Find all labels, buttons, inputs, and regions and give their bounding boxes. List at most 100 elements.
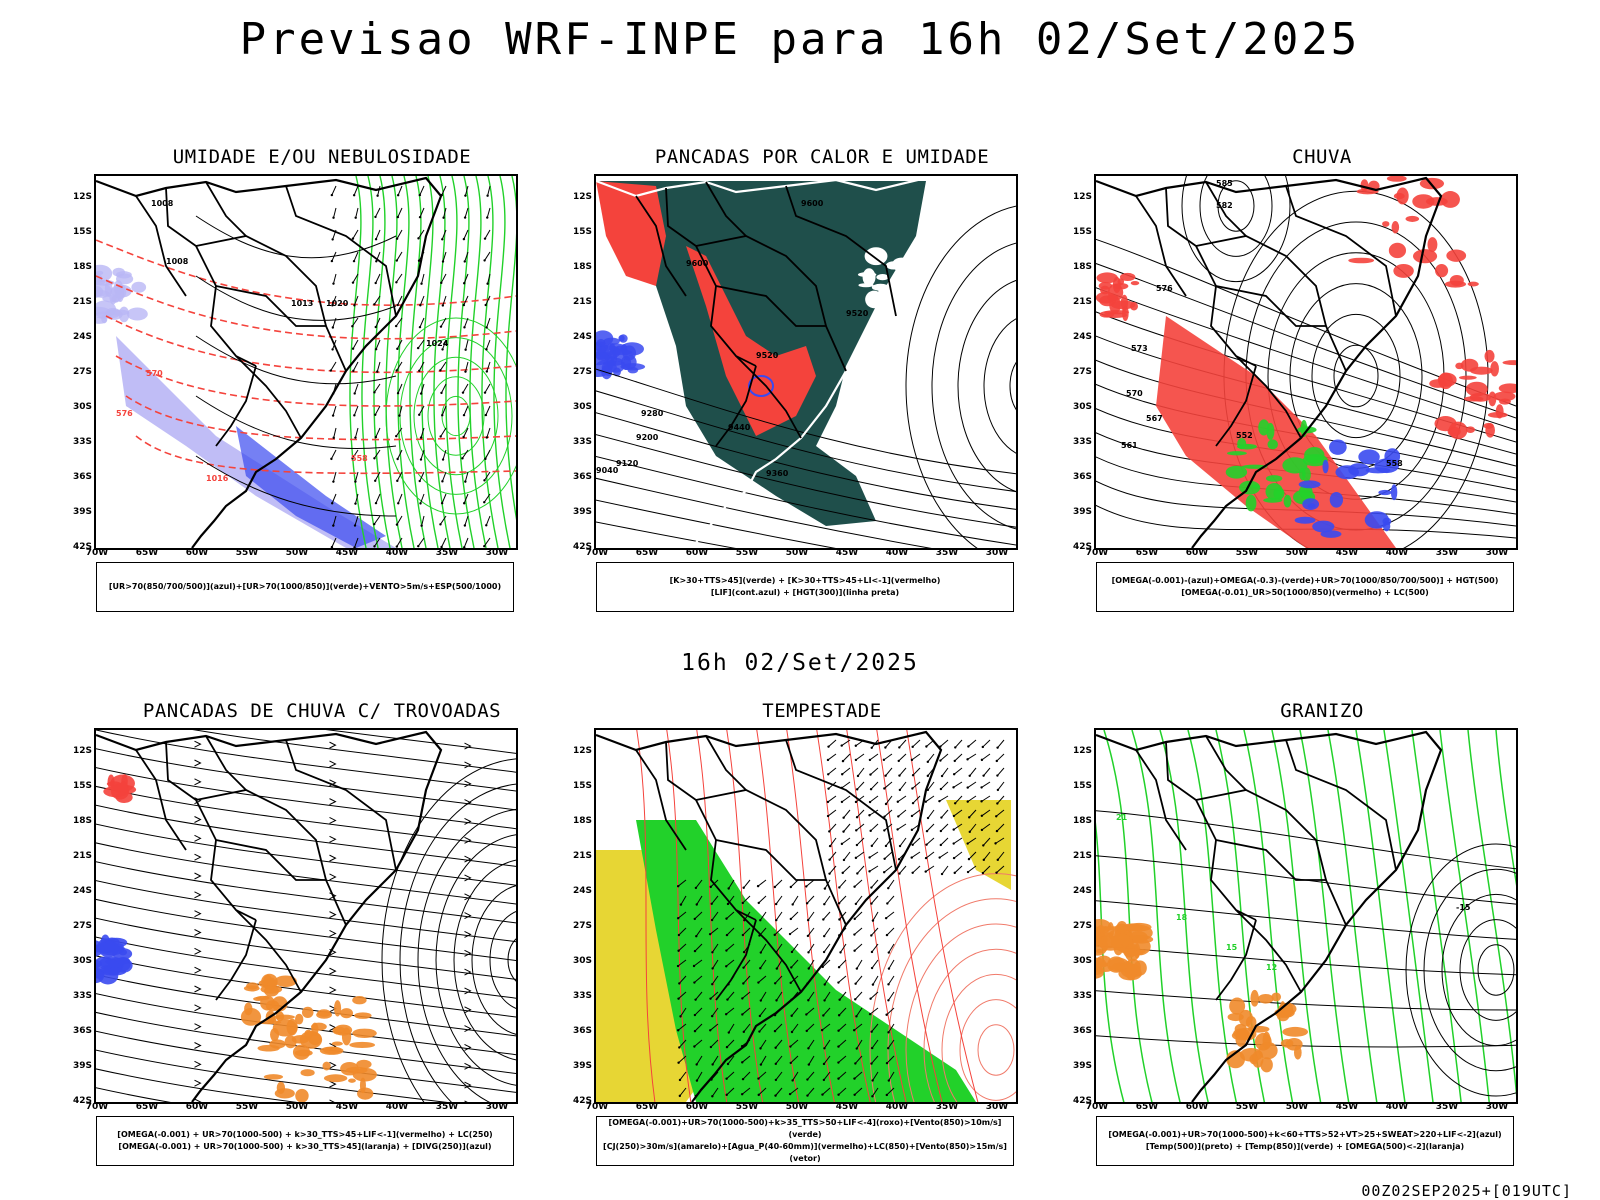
- wind-vector-head: [354, 480, 357, 483]
- wind-vector-head: [898, 788, 902, 792]
- longitude-tick-label: 65W: [635, 548, 659, 558]
- legend-box: [OMEGA(-0.001)+UR>70(1000-500)+k<60+TTS>…: [1096, 1116, 1514, 1166]
- wind-vector: [376, 361, 381, 372]
- latitude-tick-label: 18S: [572, 816, 592, 826]
- wind-vector: [981, 809, 991, 817]
- wind-vector-head: [439, 369, 442, 372]
- rain-area-red: [1435, 264, 1449, 278]
- latitude-tick-label: 21S: [1072, 297, 1092, 307]
- streamline-arrow: [464, 1062, 472, 1070]
- wind-vector-head: [820, 1028, 824, 1032]
- wind-vector: [968, 739, 977, 747]
- wind-vector: [332, 317, 337, 328]
- wind-vector-head: [885, 1013, 888, 1016]
- wind-vector-head: [420, 524, 423, 527]
- wind-vector: [854, 879, 863, 888]
- wind-vector-head: [676, 964, 680, 968]
- wind-vector: [912, 767, 921, 776]
- thunderstorm-area-orange: [354, 1012, 372, 1019]
- wind-vector-head: [742, 1030, 746, 1034]
- wind-vector-head: [354, 502, 357, 505]
- divergence-area: [96, 959, 103, 969]
- map-frame: [94, 728, 518, 1104]
- wind-vector: [774, 975, 783, 984]
- wind-vector-head: [996, 746, 999, 749]
- wind-vector-head: [396, 479, 399, 483]
- wind-vector: [843, 851, 851, 861]
- temp850-contour: [1299, 730, 1350, 1102]
- wind-vector: [995, 809, 1005, 817]
- wind-vector-head: [870, 886, 873, 889]
- latitude-tick-label: 18S: [1072, 816, 1092, 826]
- lif-contour: [619, 334, 628, 343]
- longitude-tick-label: 55W: [735, 548, 759, 558]
- lif-contour: [748, 375, 774, 397]
- wind-vector-head: [741, 997, 744, 1000]
- wind-vector-head: [678, 1046, 681, 1049]
- wind-vector-head: [966, 758, 969, 761]
- wind-vector-head: [759, 1063, 763, 1066]
- wind-vector-head: [887, 1079, 891, 1082]
- wind-vector-head: [887, 1031, 890, 1034]
- wind-vector: [417, 537, 425, 547]
- contour-line: [905, 923, 1016, 1102]
- wind-vector: [887, 879, 895, 889]
- wind-vector-head: [440, 545, 443, 548]
- wind-vector-head: [725, 1045, 729, 1049]
- wind-vector-head: [774, 1046, 777, 1049]
- wind-vector-head: [419, 436, 423, 439]
- wind-vector: [711, 911, 719, 921]
- wind-vector-head: [853, 933, 856, 936]
- wind-vector-head: [774, 1094, 777, 1097]
- longitude-tick-label: 40W: [1385, 1102, 1409, 1112]
- humidity-blob: [96, 272, 103, 286]
- wind-vector: [807, 1087, 815, 1096]
- wind-vector: [886, 895, 895, 904]
- wind-vector: [953, 823, 963, 831]
- omega-area-green: [1283, 494, 1292, 508]
- wind-vector-head: [939, 787, 943, 791]
- wind-vector: [354, 427, 359, 438]
- wind-vector: [854, 1071, 863, 1079]
- wind-vector-head: [828, 844, 832, 848]
- wind-vector: [871, 1039, 879, 1049]
- wind-vector-head: [440, 391, 443, 395]
- panel-title: PANCADAS DE CHUVA C/ TROVOADAS: [142, 700, 502, 722]
- wind-vector: [838, 1087, 847, 1096]
- wind-vector: [331, 537, 337, 548]
- wind-vector: [678, 991, 687, 1000]
- streamline: [96, 1030, 516, 1093]
- wind-vector: [463, 427, 469, 438]
- contour-line: [1199, 176, 1273, 257]
- wind-vector: [854, 1055, 863, 1064]
- omega500-area: [1282, 1026, 1309, 1037]
- wind-vector: [417, 339, 425, 349]
- wind-vector-head: [485, 436, 489, 439]
- contour-line: [1459, 919, 1516, 1021]
- wind-vector-head: [837, 1029, 840, 1032]
- wind-vector-head: [837, 1061, 840, 1064]
- wind-vector-head: [898, 844, 902, 848]
- contour-line: [507, 938, 516, 982]
- wind-vector-head: [374, 348, 378, 351]
- wind-vector: [853, 1023, 863, 1031]
- contour-label: 9520: [846, 309, 869, 318]
- wind-vector: [397, 383, 403, 394]
- contour-label: 585: [1216, 179, 1233, 188]
- wind-vector: [760, 991, 767, 1001]
- wind-vector-head: [789, 917, 793, 921]
- thunderstorm-area-orange: [323, 1074, 348, 1083]
- wind-vector: [678, 1055, 687, 1064]
- wind-vector: [375, 207, 381, 218]
- wind-vector: [331, 251, 337, 262]
- wind-vector: [742, 1007, 751, 1015]
- wind-vector: [463, 229, 469, 240]
- latitude-tick-label: 30S: [572, 402, 592, 412]
- wind-vector-head: [462, 237, 466, 241]
- rain-area-red: [1449, 274, 1464, 286]
- wind-vector: [855, 895, 863, 905]
- wind-vector: [374, 405, 381, 416]
- wind-vector: [760, 1039, 767, 1049]
- wind-vector-head: [419, 392, 423, 395]
- latitude-tick-label: 21S: [572, 851, 592, 861]
